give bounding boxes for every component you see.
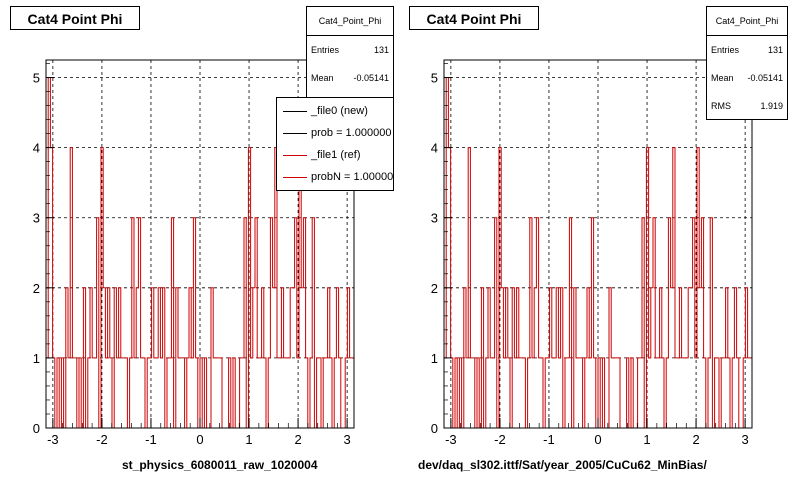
stats-row-entries: Entries 131 (311, 45, 389, 55)
x-tick-label: -2 (96, 432, 108, 447)
x-tick-label: 2 (294, 432, 301, 447)
x-tick-label: 0 (594, 432, 601, 447)
x-tick-label: 3 (742, 432, 749, 447)
x-tick-label: 2 (692, 432, 699, 447)
stats-entries-label: Entries (311, 45, 340, 55)
legend-item: _file1 (ref) (277, 146, 393, 166)
stats-entries-value: 131 (767, 45, 783, 55)
x-tick-label: -3 (47, 432, 59, 447)
stats-rms-value: 1.919 (760, 101, 783, 111)
histogram-series (443, 77, 753, 429)
legend-item: prob = 1.000000 (277, 124, 393, 144)
y-tick-label: 4 (431, 141, 438, 156)
x-axis-label-right: dev/daq_sl302.ittf/Sat/year_2005/CuCu62_… (418, 458, 707, 472)
legend-label: _file0 (new) (311, 105, 368, 117)
legend-item: _file0 (new) (277, 102, 393, 122)
y-tick-label: 3 (33, 211, 40, 226)
x-tick-label: 1 (643, 432, 650, 447)
y-tick-label: 1 (431, 351, 438, 366)
stats-entries-value: 131 (373, 45, 389, 55)
stats-box-right: Cat4_Point_Phi Entries 131 Mean -0.05141… (706, 6, 788, 120)
stats-entries-label: Entries (711, 45, 740, 55)
stats-mean-label: Mean (711, 73, 734, 83)
x-tick-label: 3 (344, 432, 351, 447)
plot-title-left: Cat4 Point Phi (10, 6, 140, 30)
histogram-series (45, 77, 355, 429)
y-tick-label: 0 (33, 421, 40, 436)
stats-mean-value: -0.05141 (353, 73, 389, 83)
x-tick-label: 0 (196, 432, 203, 447)
legend-item: probN = 1.000000 (277, 168, 394, 188)
y-tick-label: 4 (33, 141, 40, 156)
y-tick-label: 3 (431, 211, 438, 226)
y-tick-label: 1 (33, 351, 40, 366)
legend-left: _file0 (new) prob = 1.000000 _file1 (ref… (276, 97, 394, 191)
legend-swatch (283, 111, 307, 112)
stats-mean-value: -0.05141 (747, 73, 783, 83)
y-tick-label: 5 (33, 71, 40, 86)
stats-mean-label: Mean (311, 73, 334, 83)
stats-row-entries: Entries 131 (711, 45, 783, 55)
legend-label: probN = 1.000000 (311, 171, 394, 183)
x-tick-label: -1 (145, 432, 157, 447)
x-axis-label-left: st_physics_6080011_raw_1020004 (122, 458, 318, 472)
stats-row-rms: RMS 1.919 (711, 101, 783, 111)
x-tick-label: -2 (494, 432, 506, 447)
stats-rms-label: RMS (711, 101, 731, 111)
stats-row-mean: Mean -0.05141 (711, 73, 783, 83)
y-tick-label: 0 (431, 421, 438, 436)
x-tick-label: -3 (445, 432, 457, 447)
legend-swatch (283, 177, 307, 178)
y-tick-label: 2 (431, 281, 438, 296)
stats-name: Cat4_Point_Phi (707, 7, 787, 36)
stats-name: Cat4_Point_Phi (307, 7, 393, 36)
stats-row-mean: Mean -0.05141 (311, 73, 389, 83)
legend-label: prob = 1.000000 (311, 127, 392, 139)
y-tick-label: 5 (431, 71, 438, 86)
x-tick-label: 1 (245, 432, 252, 447)
legend-label: _file1 (ref) (311, 149, 361, 161)
plot-title-right: Cat4 Point Phi (409, 6, 539, 30)
legend-swatch (283, 155, 307, 156)
y-tick-label: 2 (33, 281, 40, 296)
x-tick-label: -1 (543, 432, 555, 447)
legend-swatch (283, 133, 307, 134)
